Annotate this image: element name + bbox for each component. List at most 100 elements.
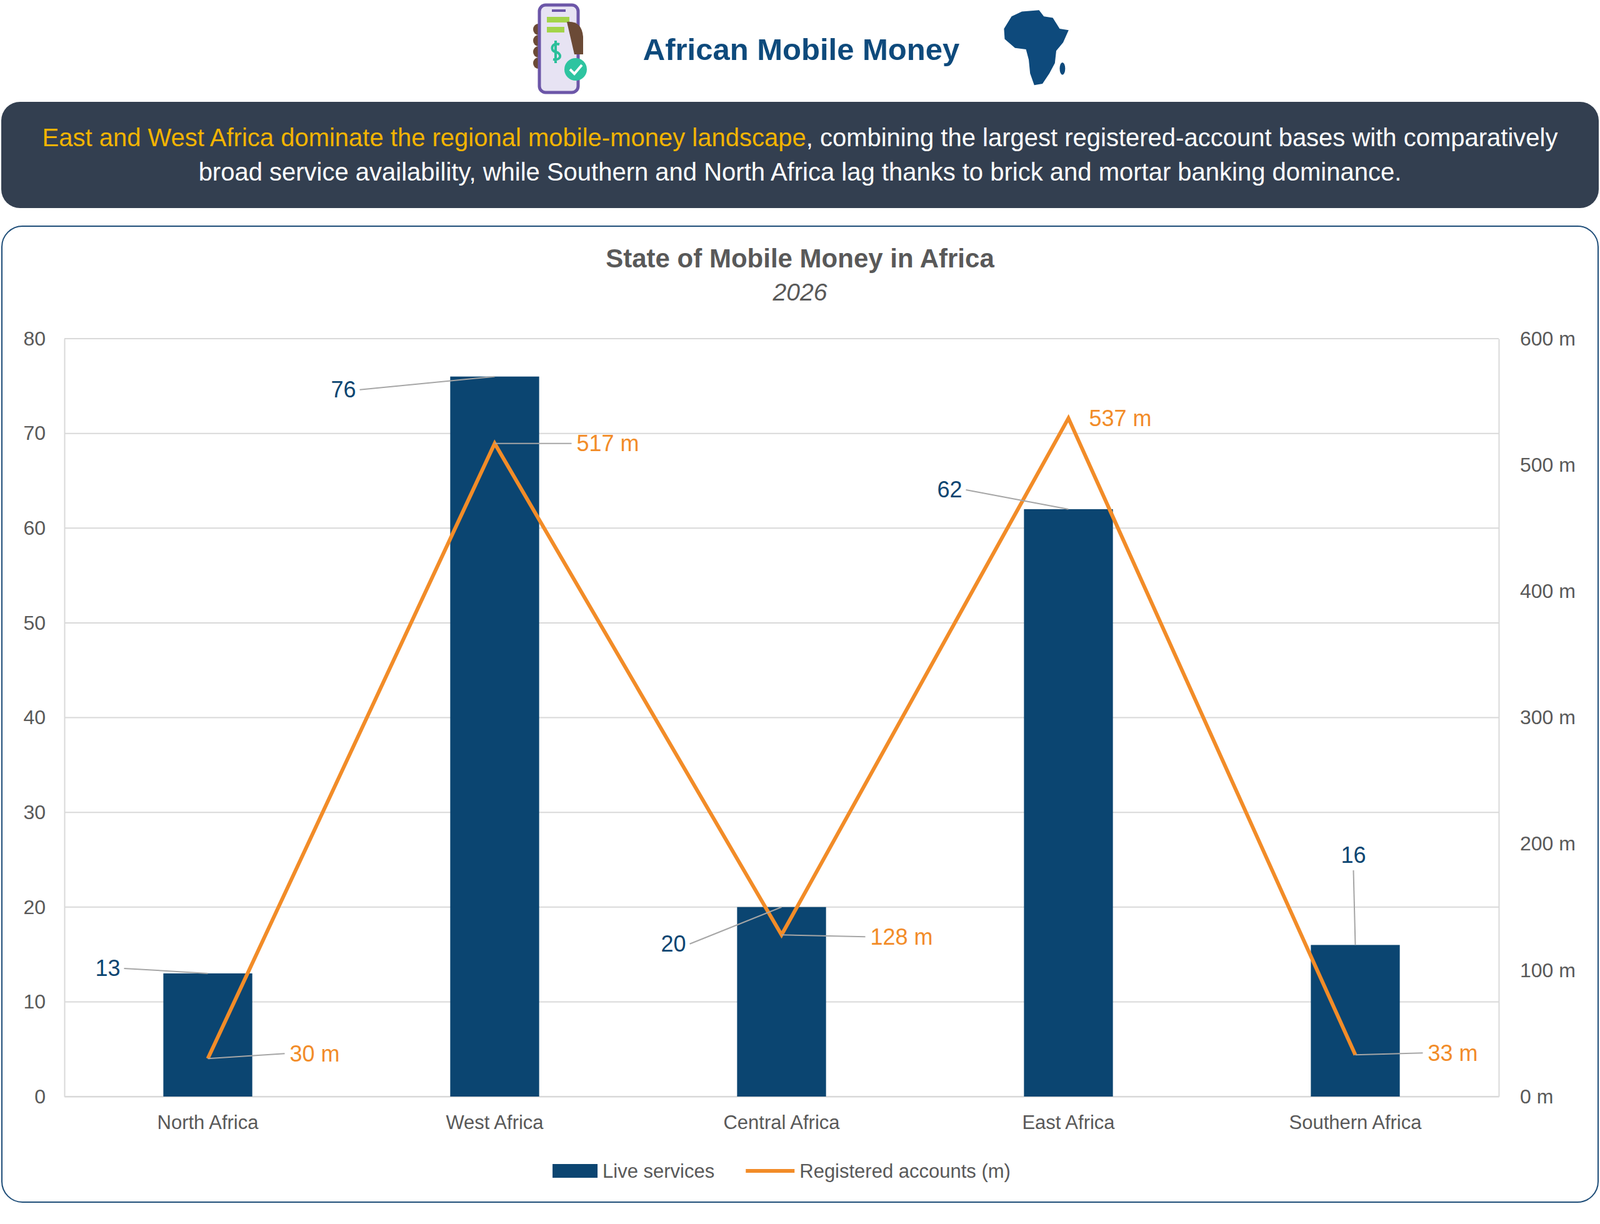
y-axis-tick: 40 — [23, 706, 46, 730]
y2-axis-tick-label: 200 m — [1520, 833, 1576, 856]
y-axis-tick: 50 — [23, 611, 46, 635]
y2-axis-tick-label: 100 m — [1520, 959, 1576, 982]
line-data-label: 128 m — [870, 924, 934, 950]
banner-highlight: East and West Africa dominate the region… — [42, 123, 807, 152]
y-axis-tick: 0 — [34, 1085, 46, 1109]
x-axis-tick-label: West Africa — [445, 1111, 544, 1134]
y2-axis: 0 m 100 m 200 m 300 m 400 m 500 m 600 m — [1499, 327, 1576, 1109]
y-axis-tick: 60 — [23, 516, 46, 540]
legend: Live services Registered accounts (m) — [552, 1160, 1011, 1183]
y-axis-tick-label: 30 — [23, 801, 46, 824]
phone-speaker — [551, 9, 566, 12]
leader-line — [1355, 1053, 1424, 1056]
leader-line — [966, 490, 1069, 510]
y-axis-tick: 30 — [23, 801, 46, 824]
y2-axis-tick: 300 m — [1520, 706, 1576, 730]
y2-axis-tick-label: 600 m — [1520, 327, 1576, 350]
grid-line — [64, 812, 1499, 814]
y-axis-tick-label: 0 — [34, 1085, 46, 1109]
bar — [1023, 509, 1113, 1097]
x-axis: North Africa West Africa Central Africa Eas… — [65, 1097, 1500, 1135]
chart-title: State of Mobile Money in Africa — [605, 243, 995, 274]
y-axis-tick-label: 50 — [23, 611, 46, 635]
y-axis-tick-label: 40 — [23, 706, 46, 730]
leader-line — [1353, 870, 1356, 946]
legend-swatch — [745, 1169, 795, 1174]
y-axis-tick-label: 10 — [23, 990, 46, 1014]
madagascar-shape — [1060, 62, 1066, 75]
legend-label: Live services — [602, 1160, 715, 1183]
y2-axis-tick: 200 m — [1520, 833, 1576, 856]
leader-line — [690, 907, 782, 945]
phone-bar — [546, 26, 565, 33]
data-labels: 137620621630 m517 m128 m537 m33 m — [95, 376, 1478, 1067]
y-axis-tick: 70 — [23, 422, 46, 445]
africa-shape — [1004, 10, 1069, 85]
y2-axis-tick-label: 300 m — [1520, 706, 1576, 730]
legend-item: Live services — [552, 1160, 715, 1183]
y2-axis-tick: 0 m — [1520, 1085, 1554, 1109]
line-data-label: 33 m — [1428, 1040, 1479, 1067]
x-axis-tick: Central Africa — [723, 1111, 840, 1134]
phone-bar — [546, 16, 570, 23]
y2-axis-tick-label: 500 m — [1520, 453, 1576, 477]
x-axis-tick-label: Southern Africa — [1289, 1111, 1423, 1134]
hand-thumb — [566, 21, 584, 55]
phone-icon — [528, 3, 594, 96]
banner: East and West Africa dominate the region… — [1, 101, 1599, 209]
y2-axis-tick: 500 m — [1520, 453, 1576, 477]
y-axis-tick: 20 — [23, 896, 46, 919]
legend-swatch — [552, 1164, 598, 1179]
line-data-label: 517 m — [576, 431, 640, 457]
x-axis-tick: West Africa — [445, 1111, 544, 1134]
header: African Mobile Money — [0, 0, 1600, 99]
check-circle — [564, 58, 587, 81]
grid-line — [64, 433, 1499, 435]
y-axis-tick: 80 — [23, 327, 46, 350]
y2-axis-tick: 100 m — [1520, 959, 1576, 982]
y-axis-tick-label: 80 — [23, 327, 46, 350]
bar — [1310, 945, 1400, 1098]
bar-data-label: 62 — [936, 477, 962, 504]
x-axis-tick-label: East Africa — [1021, 1111, 1115, 1134]
chart-panel: State of Mobile Money in Africa 2026 0 10 20… — [1, 225, 1599, 1204]
x-axis-tick-label: Central Africa — [723, 1111, 840, 1134]
legend-label: Registered accounts (m) — [799, 1160, 1011, 1183]
x-axis-tick: North Africa — [157, 1111, 260, 1134]
leader-line — [360, 376, 495, 390]
leader-line — [124, 968, 209, 974]
y-axis-tick: 10 — [23, 990, 46, 1014]
grid-line — [64, 528, 1499, 530]
grid-line — [64, 622, 1499, 624]
x-axis-tick-label: North Africa — [157, 1111, 260, 1134]
bar-data-label: 16 — [1340, 842, 1366, 869]
y-axis-tick-label: 60 — [23, 516, 46, 540]
africa-icon — [999, 8, 1072, 91]
bar-data-label: 76 — [330, 377, 356, 404]
line-data-label: 537 m — [1089, 405, 1152, 432]
dollar-sign — [551, 40, 560, 64]
chart-subtitle: 2026 — [772, 279, 828, 307]
y2-axis-tick: 600 m — [1520, 327, 1576, 350]
x-axis-tick: Southern Africa — [1289, 1111, 1423, 1134]
leader-line — [208, 1054, 285, 1060]
y2-axis-tick-label: 400 m — [1520, 580, 1576, 603]
grid — [64, 338, 1499, 1097]
check-mark — [570, 65, 582, 74]
header-title: African Mobile Money — [643, 31, 960, 67]
legend-item: Registered accounts (m) — [745, 1160, 1011, 1183]
grid-line — [64, 338, 1499, 340]
grid-line — [64, 717, 1499, 719]
y2-axis-tick-label: 0 m — [1520, 1085, 1554, 1109]
bar-data-label: 20 — [660, 931, 686, 958]
line — [208, 418, 1356, 1060]
y2-axis-line — [1498, 339, 1500, 1098]
plot-marks — [163, 376, 1400, 1097]
y-axis: 0 10 20 30 40 50 60 70 80 — [23, 327, 65, 1109]
bar-data-label: 13 — [95, 956, 120, 982]
x-axis-tick: East Africa — [1021, 1111, 1115, 1134]
leader-line — [781, 935, 866, 938]
y2-axis-tick: 400 m — [1520, 580, 1576, 603]
bar — [450, 376, 539, 1097]
leader-line — [495, 443, 572, 445]
